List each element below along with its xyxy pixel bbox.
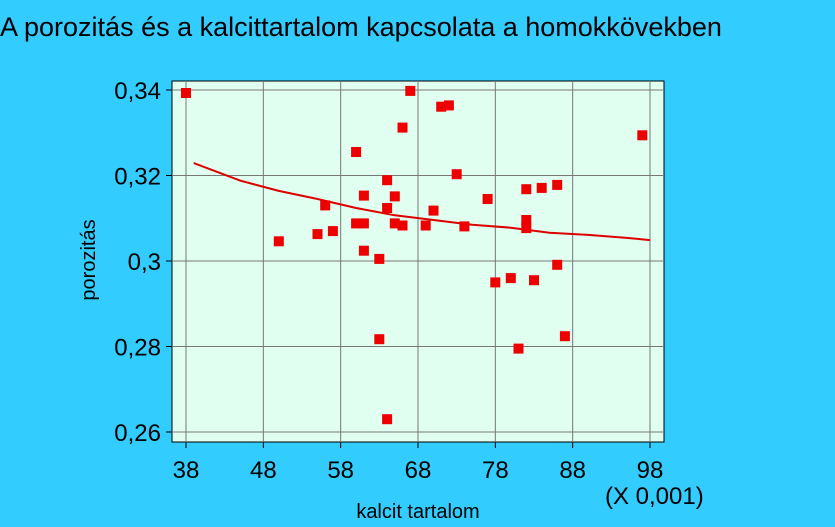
x-axis-multiplier: (X 0,001) <box>605 483 704 510</box>
data-point <box>358 245 369 256</box>
data-point <box>382 203 393 213</box>
data-point <box>521 184 532 195</box>
data-point <box>389 191 400 202</box>
data-point <box>327 226 338 237</box>
data-point <box>358 218 369 229</box>
x-tick-labels: 38 48 58 68 78 88 98 <box>173 457 664 484</box>
x-tick-label: 88 <box>559 457 586 484</box>
data-point <box>513 343 524 354</box>
data-point <box>637 130 648 141</box>
data-point <box>552 179 563 190</box>
data-point <box>552 259 563 270</box>
x-tick-label: 98 <box>637 457 664 484</box>
data-point <box>459 221 470 232</box>
data-points <box>181 85 648 425</box>
data-point <box>521 215 532 225</box>
y-tick-label: 0,34 <box>114 78 161 105</box>
data-point <box>505 273 516 284</box>
data-point <box>490 277 501 288</box>
data-point <box>529 275 539 286</box>
data-point <box>351 218 362 229</box>
data-point <box>358 190 369 201</box>
data-point <box>382 414 393 425</box>
data-point <box>374 253 385 264</box>
chart-title: A porozitás és a kalcittartalom kapcsola… <box>0 12 722 42</box>
y-axis-label: porozitás <box>78 219 100 300</box>
data-point <box>382 175 393 186</box>
data-point <box>436 101 447 112</box>
data-point <box>443 100 454 111</box>
data-point <box>521 223 532 234</box>
data-point <box>482 194 493 204</box>
x-axis-label: kalcit tartalom <box>356 501 479 523</box>
x-tick-label: 58 <box>327 457 354 484</box>
data-point <box>397 122 408 133</box>
data-point <box>389 218 400 229</box>
axis-ticks <box>166 89 651 448</box>
data-point <box>428 205 439 216</box>
y-tick-labels: 0,26 0,28 0,3 0,32 0,34 <box>114 78 161 447</box>
x-tick-label: 68 <box>405 457 432 484</box>
data-point <box>374 334 385 345</box>
data-point <box>351 147 362 157</box>
data-point <box>559 331 570 342</box>
data-point <box>451 169 462 180</box>
x-tick-label: 48 <box>250 457 277 484</box>
data-point <box>181 88 191 98</box>
data-point <box>405 85 416 96</box>
data-point <box>320 200 331 211</box>
data-point <box>397 220 408 231</box>
data-point <box>536 182 547 193</box>
data-point <box>273 236 284 247</box>
data-point <box>312 229 323 240</box>
y-tick-label: 0,32 <box>114 164 161 191</box>
x-tick-label: 38 <box>173 457 200 484</box>
y-tick-label: 0,3 <box>128 249 161 276</box>
y-tick-label: 0,26 <box>114 420 161 447</box>
data-point <box>420 220 431 231</box>
grid-lines <box>172 81 664 442</box>
x-tick-label: 78 <box>482 457 509 484</box>
fit-line <box>193 162 651 242</box>
y-tick-label: 0,28 <box>114 335 161 362</box>
